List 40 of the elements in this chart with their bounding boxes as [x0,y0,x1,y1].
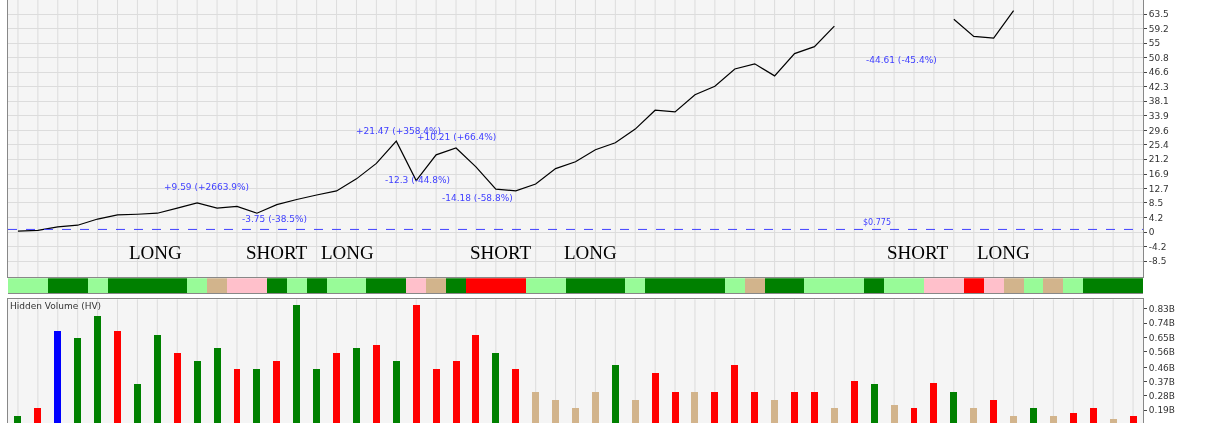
y-tick-label: 8.5 [1148,198,1164,209]
y-tick-label: -8.5 [1148,256,1167,267]
annotation: -12.3 (-44.8%) [385,175,451,185]
y-tick-label: 63.5 [1148,9,1169,20]
y-tick-label: 12.7 [1148,183,1169,194]
annotation: -3.75 (-38.5%) [242,214,308,224]
y-tick-label: 0.28B [1148,390,1176,401]
annotation: -14.18 (-58.8%) [442,193,513,203]
annotation: SHORT [246,242,308,263]
y-tick-label: 21.2 [1148,154,1169,165]
y-tick-label: 25.4 [1148,140,1170,151]
annotation: LONG [564,242,618,263]
y-tick-label: 0 [1148,227,1155,238]
annotation: LONG [321,242,375,263]
y-tick-label: 4.2 [1148,212,1164,223]
y-tick-label: 0.19B [1148,405,1176,416]
annotation: SHORT [887,242,949,263]
annotation: LONG [129,242,183,263]
y-tick-label: 0.37B [1148,376,1176,387]
y-tick-label: 55 [1148,38,1161,49]
annotation: SHORT [470,242,532,263]
y-tick-label: 50.8 [1148,52,1170,63]
y-tick-label: 59.2 [1148,23,1169,34]
y-tick-label: 46.6 [1148,67,1170,78]
y-tick-label: 16.9 [1148,169,1170,180]
annotation: LONG [977,242,1031,263]
y-tick-label: 42.3 [1148,82,1169,93]
y-tick-label: 0.83B [1148,304,1176,315]
y-tick-label: 0.74B [1148,318,1176,329]
y-tick-label: 33.9 [1148,110,1170,121]
ref-line-label: $0.775 [863,218,891,227]
y-tick-label: -4.2 [1148,241,1167,252]
y-tick-label: 0.65B [1148,332,1176,343]
annotation: -44.61 (-45.4%) [866,55,937,65]
annotation: +9.59 (+2663.9%) [164,182,250,192]
y-tick-label: 29.6 [1148,125,1170,136]
y-tick-label: 0.56B [1148,346,1176,357]
y-tick-label: 0.46B [1148,362,1176,373]
chart-title: Hidden Volume (HV) [10,301,102,311]
y-tick-label: 38.1 [1148,96,1169,107]
